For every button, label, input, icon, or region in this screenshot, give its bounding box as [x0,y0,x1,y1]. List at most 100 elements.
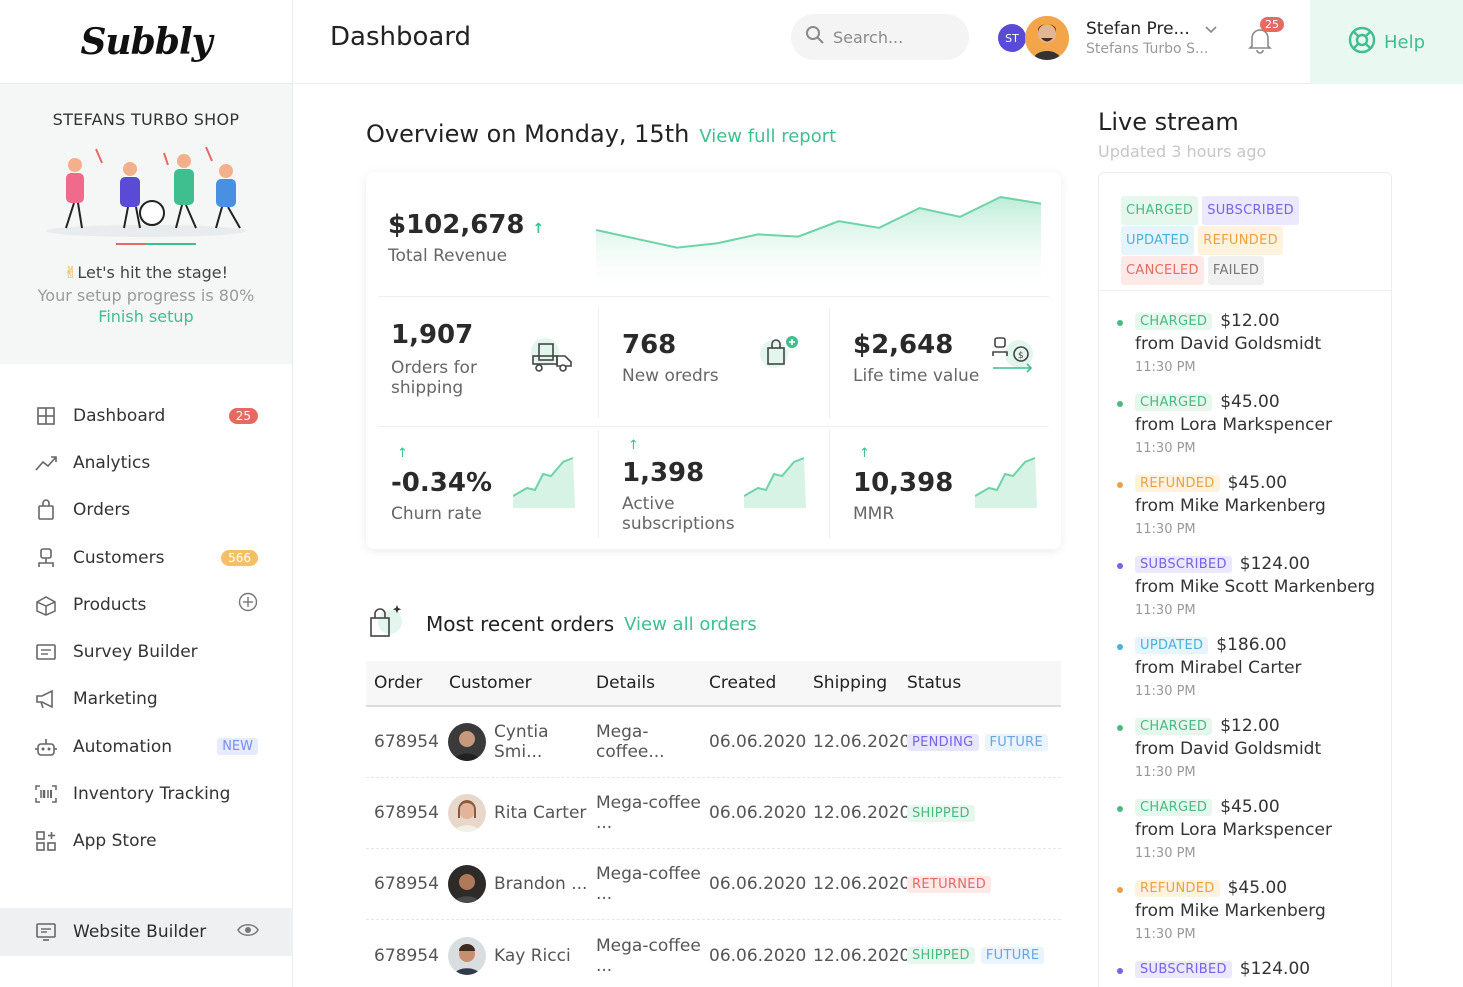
trend-up-icon: ↑ [532,221,545,237]
table-row[interactable]: 678954 Rita Carter Mega-coffee ... 06.06… [366,778,1061,849]
chevron-down-icon[interactable] [1204,22,1218,41]
stream-event[interactable]: SUBSCRIBED $124.00 [1117,959,1387,979]
customer-name: Brandon ... [494,874,588,894]
shipping-date: 12.06.2020 [813,803,911,823]
user-shop: Stefans Turbo S... [1086,41,1209,57]
stream-event[interactable]: REFUNDED $45.00 from Mike Markenberg 11:3… [1117,878,1387,942]
metric-active-subscriptions[interactable]: ↑ 1,398 Active subscriptions [622,434,822,544]
status-badge: RETURNED [907,875,992,893]
legend-charged[interactable]: CHARGED [1121,196,1199,225]
event-type-badge: CHARGED [1135,312,1213,330]
user-name[interactable]: Stefan Pre... [1086,19,1190,39]
order-details: Mega-coffee... [596,722,665,762]
event-from: from Lora Markspencer [1135,415,1332,435]
sidebar-item-survey-builder[interactable]: Survey Builder [0,628,292,675]
order-id: 678954 [374,732,439,752]
column-header-details[interactable]: Details [596,673,655,693]
sidebar-item-marketing[interactable]: Marketing [0,676,292,723]
search-input[interactable]: Search... [791,14,969,60]
event-type-badge: CHARGED [1135,393,1213,411]
order-details: Mega-coffee ... [596,793,701,833]
sidebar-item-label: Customers [73,547,165,568]
revenue-area-chart [596,195,1041,296]
column-header-customer[interactable]: Customer [449,673,532,693]
created-date: 06.06.2020 [709,803,807,823]
top-header: Dashboard Search... ST Stefan Pre... Ste… [294,0,1463,84]
total-revenue-label: Total Revenue [388,246,508,266]
legend-subscribed[interactable]: SUBSCRIBED [1202,196,1299,225]
event-dot [1117,320,1123,326]
search-icon [805,25,825,49]
event-type-badge: CHARGED [1135,717,1213,735]
event-type-badge: CHARGED [1135,798,1213,816]
shopping-bag-plus-icon [758,334,804,378]
column-header-created[interactable]: Created [709,673,777,693]
metric-orders-for-shipping[interactable]: 1,907 Orders for shipping [391,320,591,430]
rock-hand-icon: ✌ [63,263,78,282]
metric-churn-rate[interactable]: ↑ -0.34% Churn rate [391,442,591,552]
view-full-report-link[interactable]: View full report [699,126,837,147]
metric-value: 768 [622,330,677,360]
stream-event[interactable]: CHARGED $12.00 from David Goldsmidt 11:30… [1117,716,1387,780]
event-dot [1117,482,1123,488]
help-button[interactable]: Help [1310,0,1463,84]
sidebar-item-dashboard[interactable]: Dashboard 25 [0,392,292,439]
column-header-order[interactable]: Order [374,673,423,693]
legend-refunded[interactable]: REFUNDED [1198,226,1283,255]
legend-updated[interactable]: UPDATED [1121,226,1195,255]
stream-event[interactable]: CHARGED $45.00 from Lora Markspencer 11:3… [1117,797,1387,861]
sidebar-item-analytics[interactable]: Analytics [0,439,292,486]
sidebar-item-customers[interactable]: Customers 566 [0,534,292,581]
stream-event[interactable]: CHARGED $12.00 from David Goldsmidt 11:30… [1117,311,1387,375]
sidebar-item-products[interactable]: Products [0,581,292,628]
shipping-date: 12.06.2020 [813,732,911,752]
eye-icon[interactable] [237,922,259,943]
customers-icon [34,546,58,570]
sidebar-item-label: App Store [73,831,157,852]
divider [378,296,1049,297]
subbly-logo[interactable]: Subbly [80,20,212,63]
megaphone-icon [34,687,58,711]
sidebar-item-orders[interactable]: Orders [0,487,292,534]
sidebar-item-website-builder[interactable]: Website Builder [0,908,293,956]
sparkline-churn [513,457,575,508]
dashboard-badge: 25 [228,407,258,424]
metric-label: Active subscriptions [622,494,735,534]
event-from: from Mike Markenberg [1135,901,1326,921]
shop-switcher-avatar[interactable]: ST [998,24,1026,52]
metric-mmr[interactable]: ↑ 10,398 MMR [853,442,1053,552]
sidebar-item-app-store[interactable]: App Store [0,818,292,865]
divider [829,430,830,538]
table-row[interactable]: 678954 Brandon ... Mega-coffee ... 06.06… [366,849,1061,920]
dashboard-icon [34,404,58,428]
metric-value: 10,398 [853,468,954,498]
finish-setup-link[interactable]: Finish setup [98,307,194,326]
sidebar-item-label: Orders [73,500,131,521]
metric-new-orders[interactable]: 768 New oredrs [622,330,822,440]
column-header-status[interactable]: Status [907,673,962,693]
event-amount: $124.00 [1239,554,1311,574]
event-amount: $45.00 [1220,797,1280,817]
table-row[interactable]: 678954 Cyntia Smi... Mega-coffee... 06.0… [366,707,1061,778]
sidebar-item-label: Survey Builder [73,642,198,663]
order-details: Mega-coffee ... [596,935,701,976]
status-badge: FUTURE [984,733,1049,751]
event-from: from Mike Markenberg [1135,496,1326,516]
stream-event[interactable]: UPDATED $186.00 from Mirabel Carter 11:30… [1117,635,1387,699]
legend-canceled[interactable]: CANCELED [1121,256,1204,285]
stream-event[interactable]: REFUNDED $45.00 from Mike Markenberg 11:3… [1117,473,1387,537]
sidebar-item-inventory-tracking[interactable]: Inventory Tracking [0,770,292,817]
stream-event[interactable]: CHARGED $45.00 from Lora Markspencer 11:3… [1117,392,1387,456]
legend-failed[interactable]: FAILED [1207,256,1265,285]
sidebar-item-automation[interactable]: Automation NEW [0,723,292,770]
shop-tagline: ✌Let's hit the stage! [63,263,229,282]
metric-life-time-value[interactable]: $2,648 Life time value $ [853,330,1053,440]
column-header-shipping[interactable]: Shipping [813,673,888,693]
view-all-orders-link[interactable]: View all orders [624,613,757,635]
add-product-icon[interactable] [238,592,258,617]
stream-event[interactable]: SUBSCRIBED $124.00 from Mike Scott Marken… [1117,554,1387,618]
user-avatar[interactable] [1025,16,1069,60]
table-row[interactable]: 678954 Kay Ricci Mega-coffee ... 06.06.2… [366,920,1061,987]
metric-label: MMR [853,504,895,524]
analytics-icon [34,451,58,475]
